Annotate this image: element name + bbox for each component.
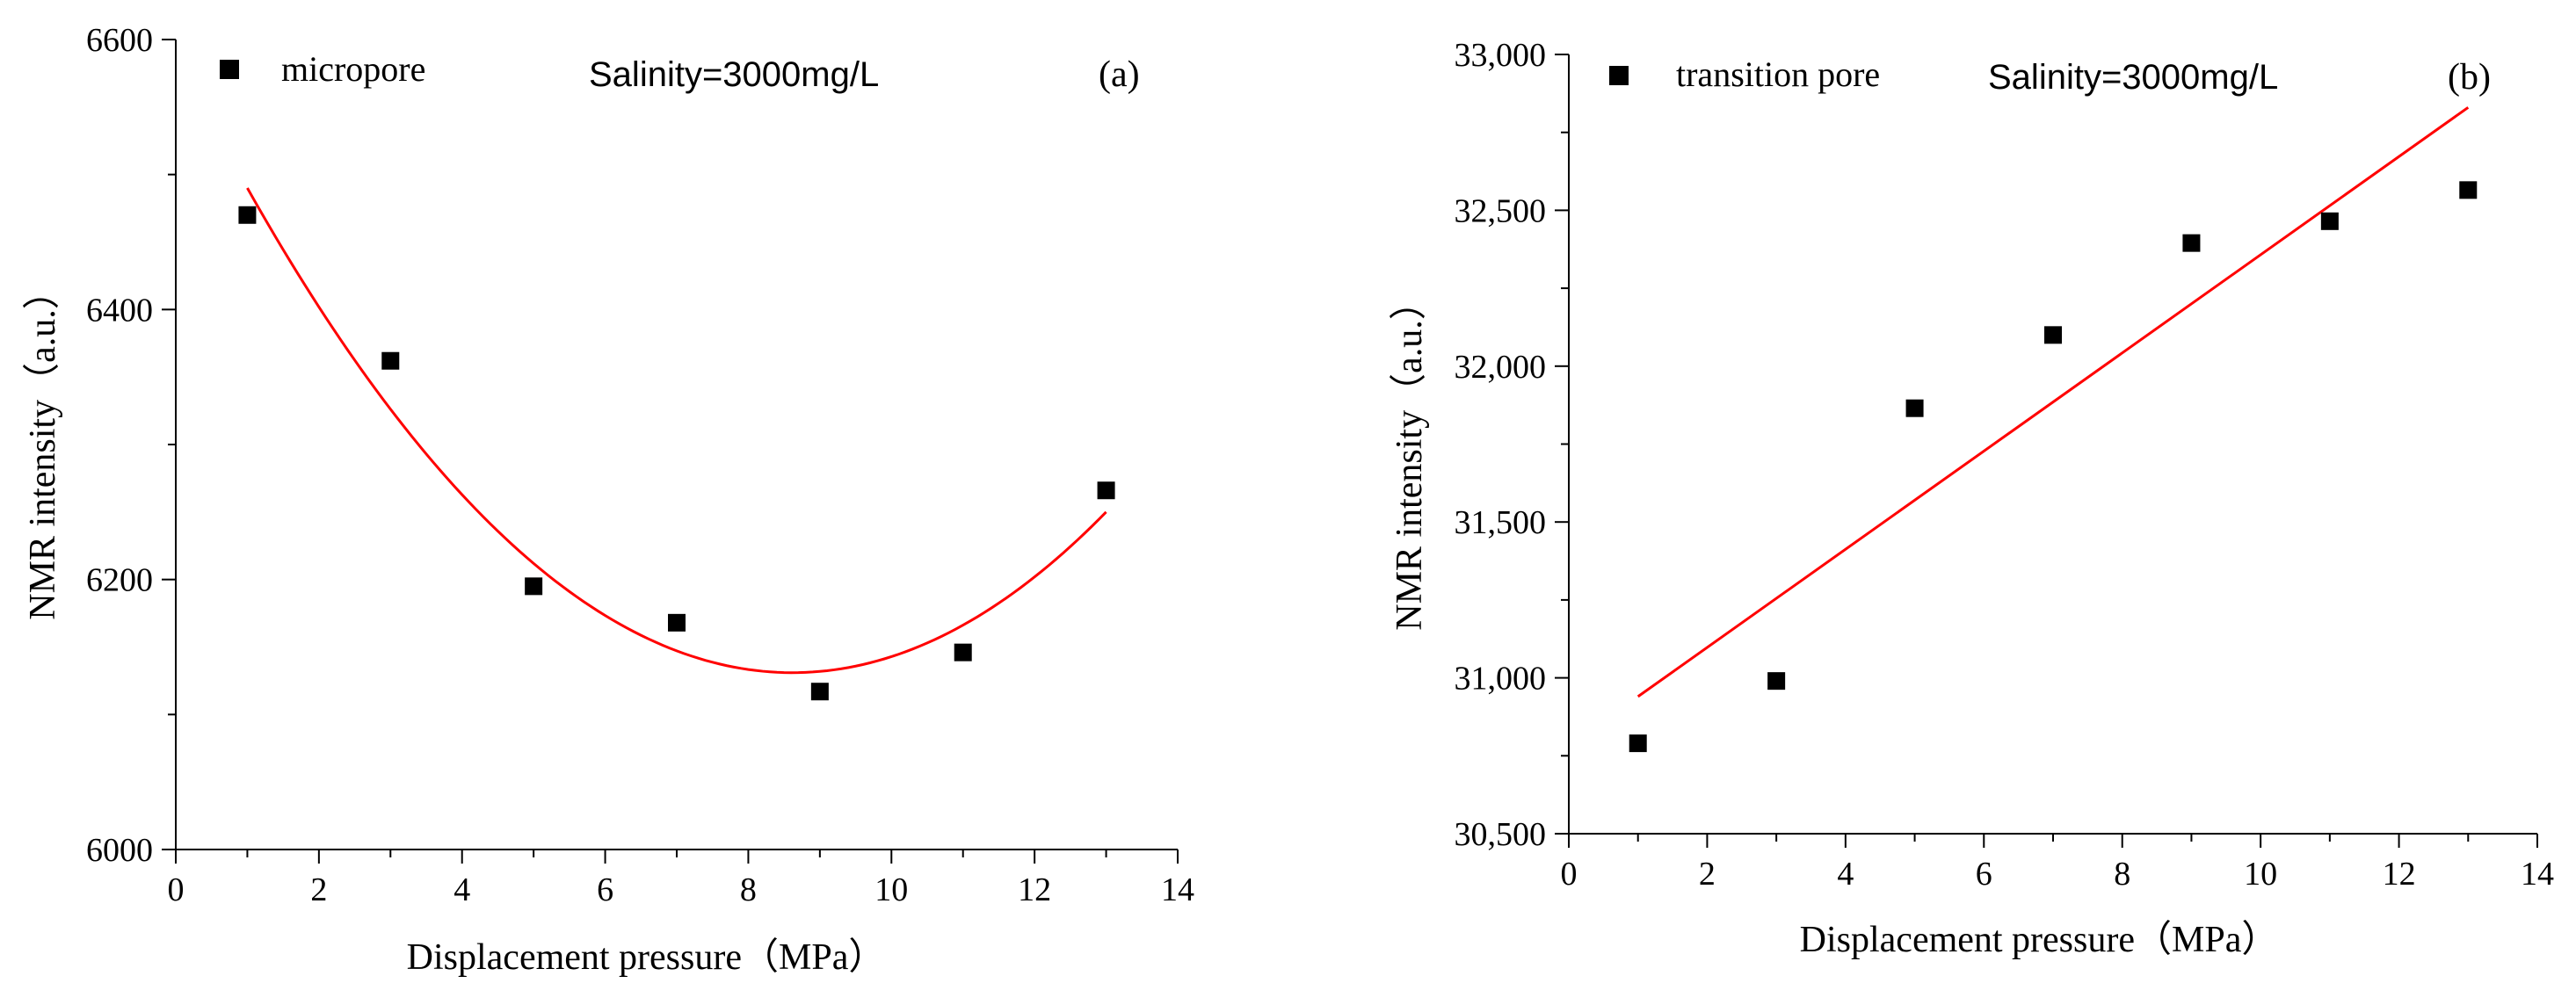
y-axis-title: NMR intensity（a.u.） <box>1390 283 1430 631</box>
fit-curve-group <box>246 187 1107 675</box>
fit-line <box>1636 106 2470 698</box>
data-point <box>2459 181 2478 199</box>
x-tick-label: 2 <box>1699 856 1716 893</box>
panel-a-micropore: 0 2 4 6 8 10 12 14 6000 6200 6400 6600 micropore S… <box>23 22 1194 978</box>
data-point <box>668 613 686 632</box>
axes-group <box>162 39 1179 864</box>
salinity-annotation: Salinity=3000mg/L <box>589 55 879 94</box>
x-tick-label: 2 <box>310 871 327 908</box>
data-point <box>238 206 257 224</box>
x-tick-labels: 0 2 4 6 8 10 12 14 <box>168 871 1195 908</box>
data-points-group <box>238 206 1115 701</box>
y-tick-labels: 30,500 31,000 31,500 32,000 32,500 33,000 <box>1455 37 1547 853</box>
legend-marker <box>220 60 239 79</box>
data-point <box>1097 481 1115 500</box>
data-point <box>1905 399 1924 417</box>
panel-label: (b) <box>2448 57 2491 98</box>
x-tick-label: 12 <box>1018 871 1051 908</box>
legend-marker <box>1609 66 1629 85</box>
data-points-group <box>1629 181 2478 753</box>
x-tick-label: 6 <box>1976 856 1992 893</box>
x-tick-label: 0 <box>1561 856 1578 893</box>
data-point <box>810 683 829 701</box>
x-tick-label: 10 <box>874 871 908 908</box>
data-point <box>2044 326 2062 344</box>
data-point <box>381 351 400 370</box>
data-point <box>1629 734 1647 753</box>
panel-label: (a) <box>1099 54 1140 95</box>
data-point <box>2320 212 2339 230</box>
x-tick-label: 6 <box>597 871 613 908</box>
y-tick-label: 33,000 <box>1455 37 1547 74</box>
x-tick-label: 4 <box>454 871 470 908</box>
panel-b-transition-pore: 0 2 4 6 8 10 12 14 30,500 31,000 31,500 32,000 32,5… <box>1390 37 2554 960</box>
x-tick-label: 14 <box>1161 871 1194 908</box>
fit-curve <box>246 187 1107 675</box>
x-axis-title: Displacement pressure（MPa） <box>407 937 886 978</box>
data-point <box>525 577 543 596</box>
x-tick-label: 8 <box>2114 856 2130 893</box>
y-tick-label: 6200 <box>86 562 153 599</box>
x-tick-label: 0 <box>168 871 185 908</box>
y-tick-label: 6000 <box>86 832 153 869</box>
y-tick-label: 31,000 <box>1455 661 1547 698</box>
y-tick-labels: 6000 6200 6400 6600 <box>86 22 153 869</box>
y-axis-title: NMR intensity（a.u.） <box>23 272 63 620</box>
data-point <box>954 643 972 662</box>
x-tick-labels: 0 2 4 6 8 10 12 14 <box>1561 856 2555 893</box>
axes-group <box>1555 54 2538 848</box>
y-tick-label: 32,000 <box>1455 349 1547 386</box>
salinity-annotation: Salinity=3000mg/L <box>1988 58 2278 97</box>
x-tick-label: 4 <box>1837 856 1854 893</box>
x-tick-label: 8 <box>740 871 757 908</box>
x-axis-title: Displacement pressure（MPa） <box>1800 920 2279 960</box>
y-tick-label: 31,500 <box>1455 504 1547 541</box>
legend-label: micropore <box>281 49 425 89</box>
data-point <box>2182 234 2201 252</box>
x-tick-label: 12 <box>2383 856 2416 893</box>
y-tick-label: 6600 <box>86 22 153 59</box>
y-tick-label: 30,500 <box>1455 816 1547 853</box>
legend-label: transition pore <box>1676 54 1880 94</box>
x-tick-label: 10 <box>2244 856 2277 893</box>
fit-line-group <box>1636 106 2470 698</box>
y-tick-label: 32,500 <box>1455 192 1547 229</box>
y-tick-label: 6400 <box>86 292 153 329</box>
x-tick-label: 14 <box>2521 856 2554 893</box>
data-point <box>1767 672 1786 690</box>
